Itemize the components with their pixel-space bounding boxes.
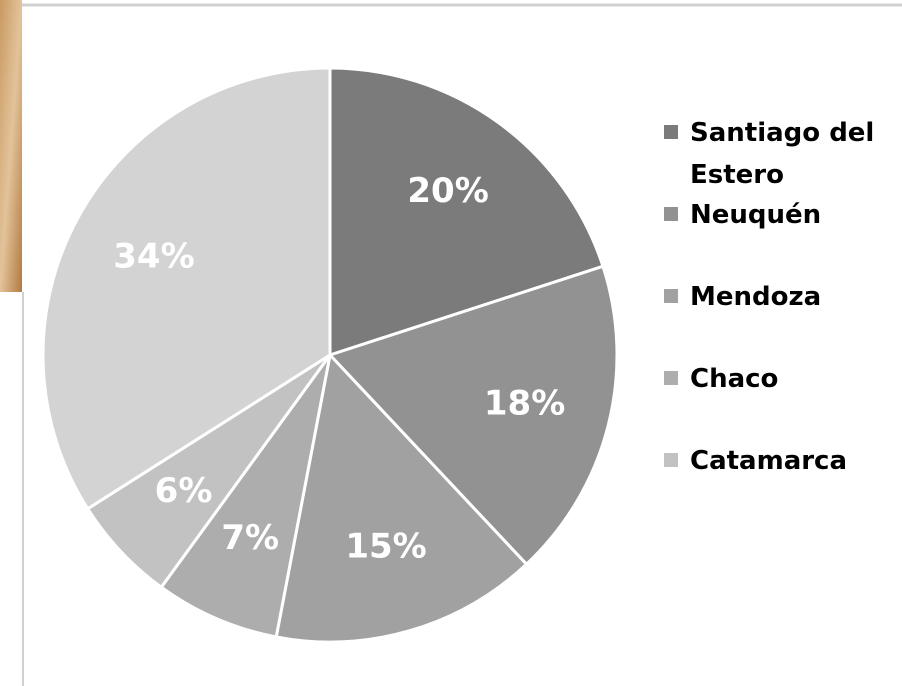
background-image xyxy=(0,0,22,292)
legend-swatch xyxy=(664,289,678,303)
data-label: 20% xyxy=(407,171,488,211)
pie-slice xyxy=(159,354,332,639)
data-label: 7% xyxy=(221,518,279,558)
legend-item: Catamarca xyxy=(664,440,884,482)
pie: 20% 18% 15% 7%6% 34% xyxy=(41,66,619,644)
legend-item: Chaco xyxy=(664,358,884,400)
pie-slice xyxy=(328,66,605,358)
legend-swatch xyxy=(664,371,678,385)
legend-item: Neuquén xyxy=(664,194,884,236)
legend-label: Chaco xyxy=(690,364,779,394)
pie-slice xyxy=(274,351,529,644)
pie-slice xyxy=(41,66,332,511)
data-label: 15% xyxy=(345,526,426,566)
pie-slice xyxy=(327,264,619,567)
data-label: 6% xyxy=(155,471,213,511)
legend-label: Santiago del Estero xyxy=(690,118,875,190)
legend-swatch xyxy=(664,453,678,467)
data-label: 34% xyxy=(113,237,194,277)
legend-swatch xyxy=(664,207,678,221)
legend-item: Mendoza xyxy=(664,276,884,318)
legend-label: Catamarca xyxy=(690,446,848,476)
data-label: 18% xyxy=(484,383,565,423)
legend-label: Neuquén xyxy=(690,200,822,230)
legend-swatch xyxy=(664,125,678,139)
legend-label: Mendoza xyxy=(690,282,822,312)
legend-item: Santiago del Estero xyxy=(664,112,884,196)
